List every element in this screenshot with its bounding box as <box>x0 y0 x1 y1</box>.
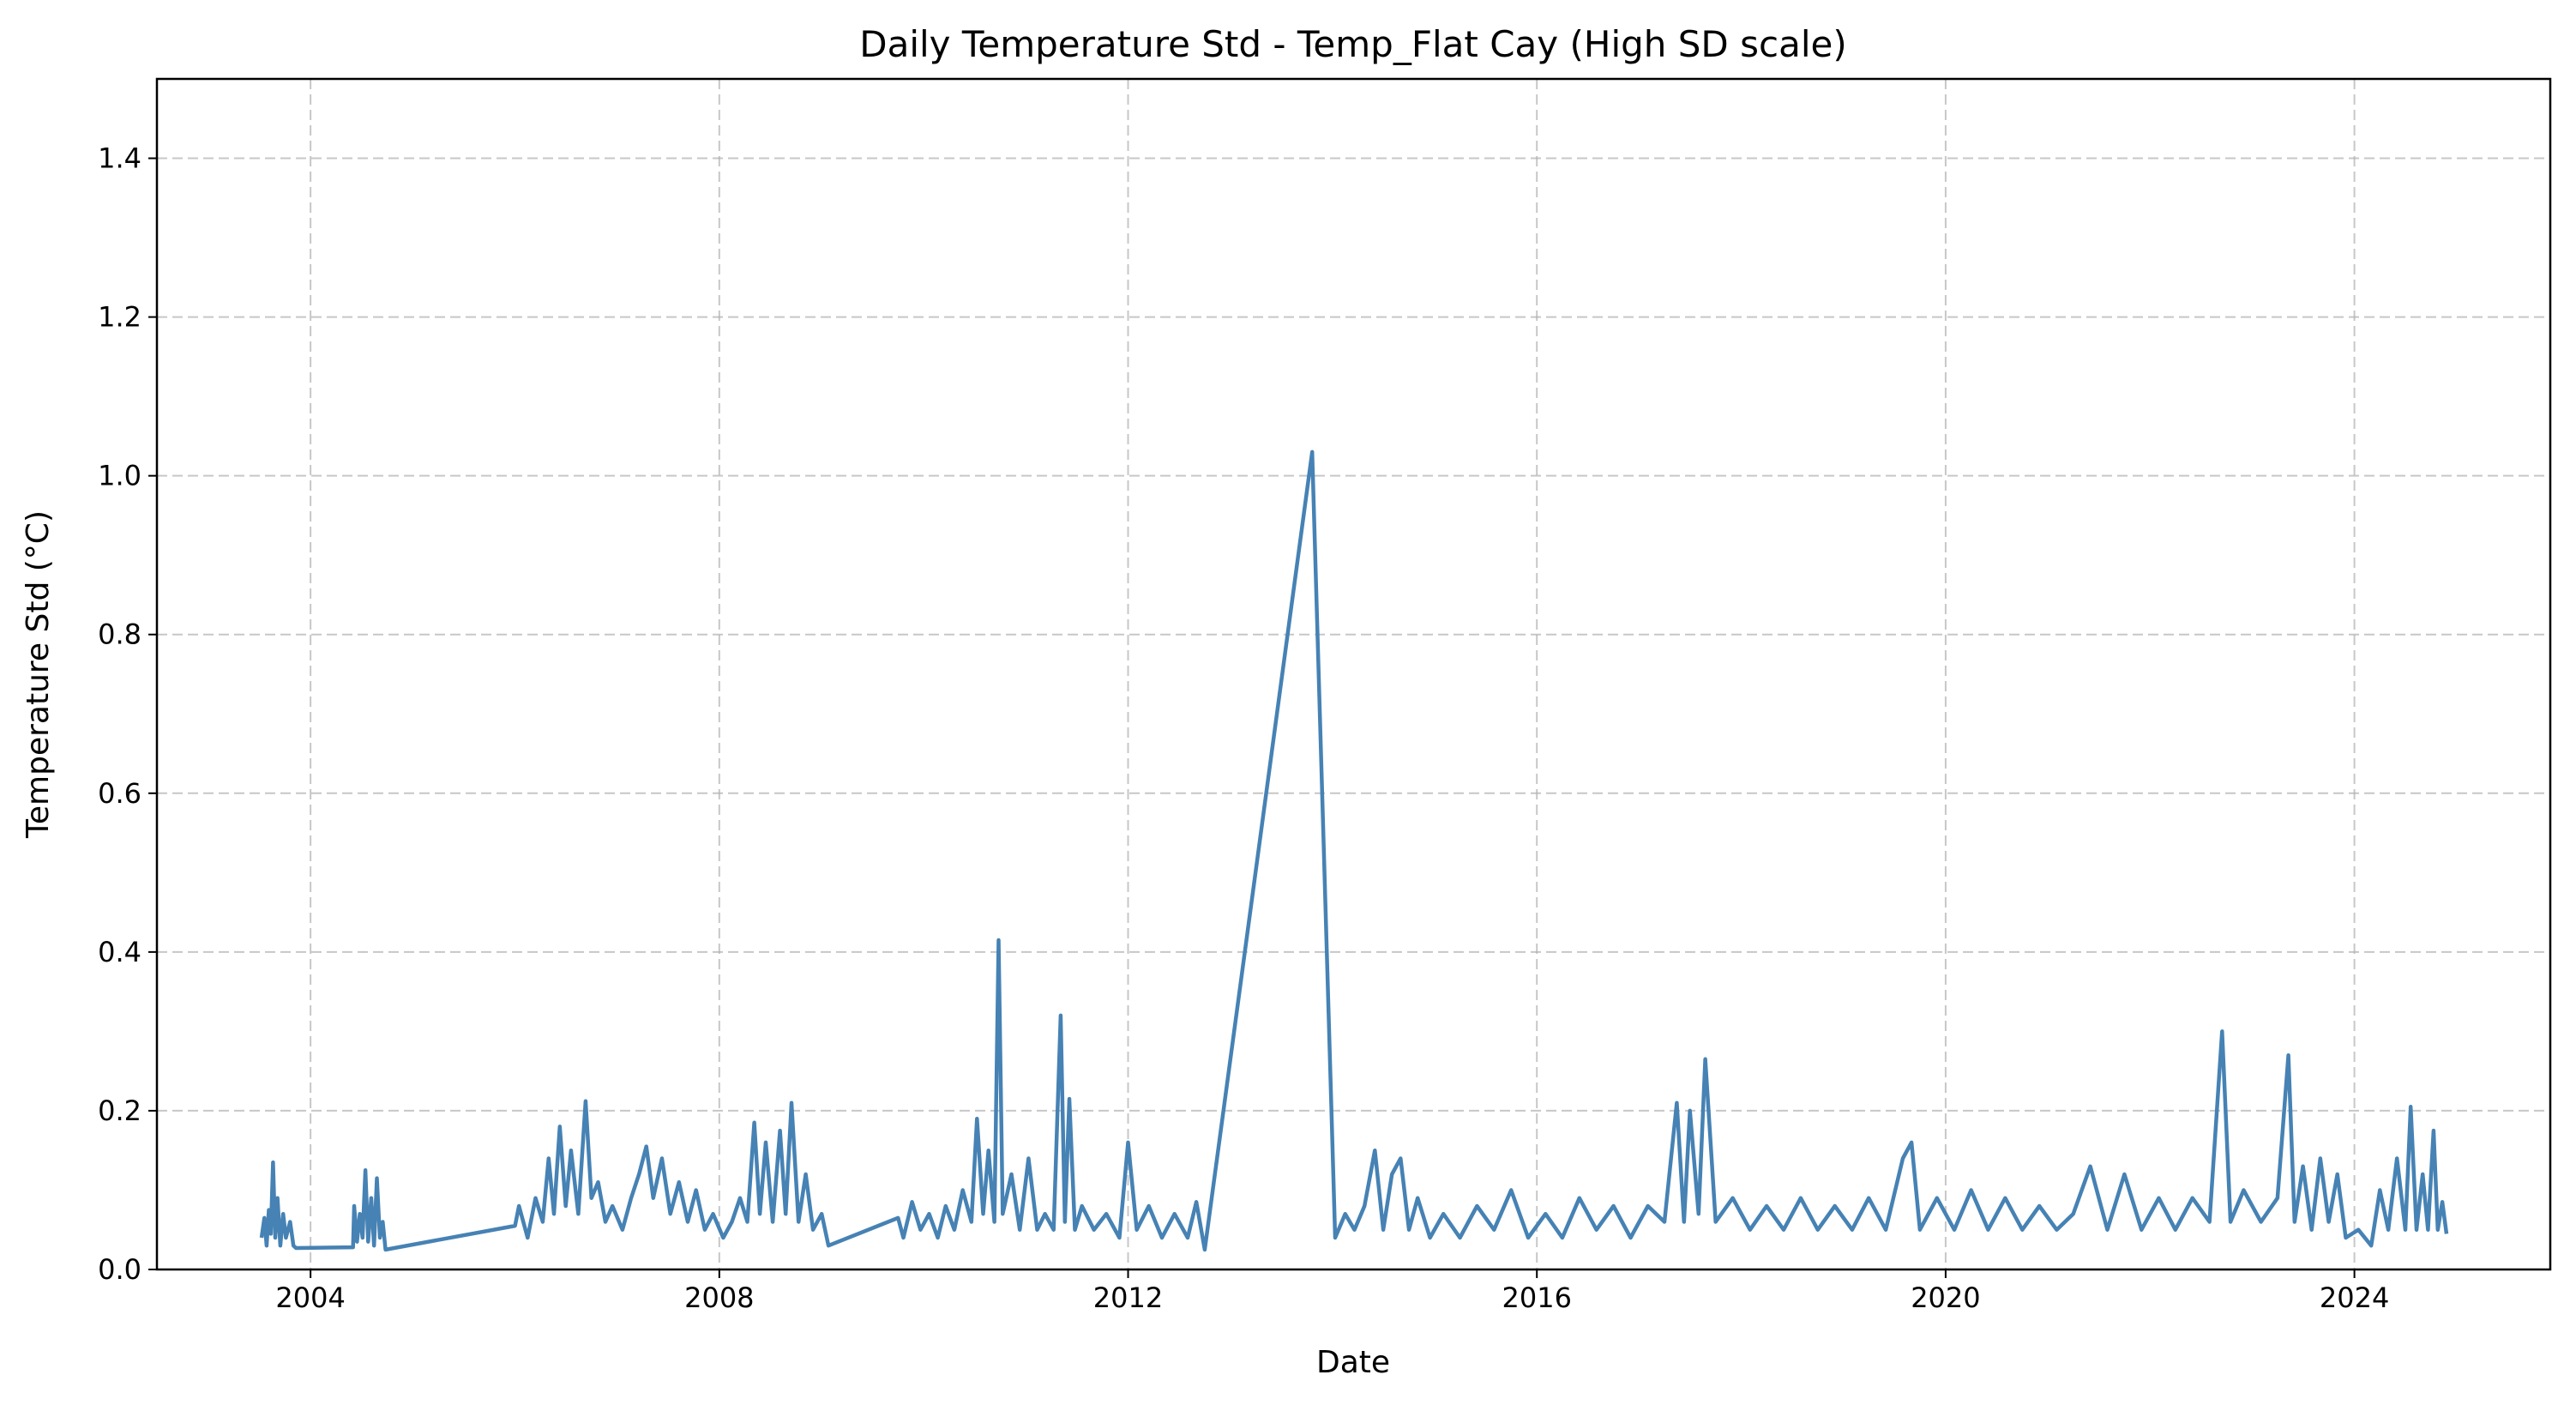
y-tick-label: 1.0 <box>98 460 141 492</box>
chart-title: Daily Temperature Std - Temp_Flat Cay (H… <box>859 23 1846 65</box>
x-tick-label: 2008 <box>684 1281 754 1314</box>
x-tick-label: 2024 <box>2320 1281 2389 1314</box>
y-tick-label: 0.2 <box>98 1094 141 1127</box>
axis-ticks: 2004 2008 2012 2016 2020 2024 0.0 0.2 0.4 0.6 0.8 1… <box>98 142 2389 1314</box>
x-tick-label: 2020 <box>1911 1281 1980 1314</box>
y-tick-label: 0.0 <box>98 1253 141 1286</box>
x-tick-label: 2004 <box>275 1281 345 1314</box>
x-tick-label: 2012 <box>1093 1281 1163 1314</box>
y-tick-label: 0.6 <box>98 777 141 810</box>
plot-frame <box>155 77 2552 1271</box>
x-tick-label: 2016 <box>1502 1281 1571 1314</box>
y-tick-label: 0.4 <box>98 936 141 968</box>
y-axis-label: Temperature Std (°C) <box>21 510 56 839</box>
series-layer <box>259 449 2449 1252</box>
y-tick-label: 0.8 <box>98 618 141 651</box>
x-axis-label: Date <box>1316 1345 1390 1380</box>
y-tick-label: 1.4 <box>98 142 141 175</box>
y-tick-label: 1.2 <box>98 301 141 334</box>
grid <box>157 79 2550 1269</box>
series-line <box>259 449 2449 1252</box>
